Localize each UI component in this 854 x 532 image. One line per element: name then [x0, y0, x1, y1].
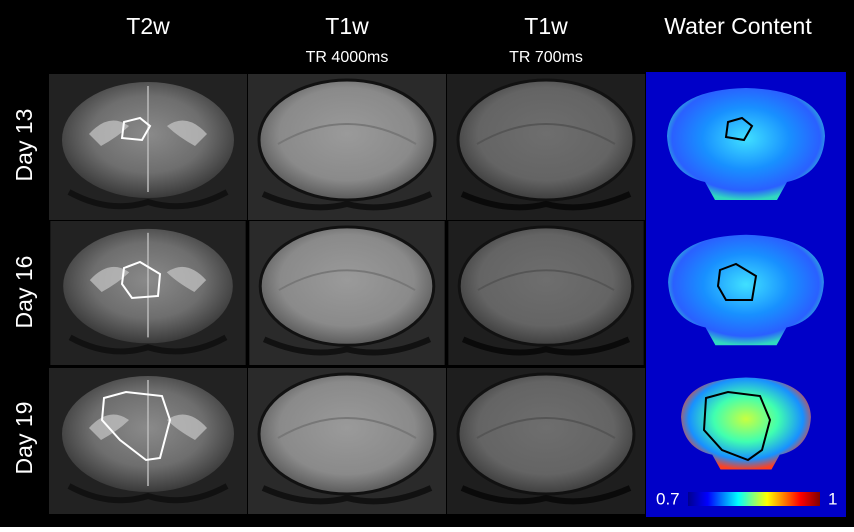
t1w-image — [448, 221, 643, 365]
column-subtitle: TR 4000ms — [306, 49, 389, 66]
t2w-image — [50, 221, 245, 365]
t1w-image — [447, 74, 645, 220]
roi — [724, 116, 754, 142]
row-label: Day 13 — [11, 109, 37, 182]
column-title: T2w — [126, 13, 170, 39]
t1w-image — [249, 221, 444, 365]
roi — [702, 390, 772, 462]
row-label: Day 16 — [11, 256, 37, 329]
t1w-image — [447, 368, 645, 514]
column-title: Water Content — [664, 13, 812, 39]
colorbar-max: 1 — [828, 489, 837, 508]
t1w-image — [248, 74, 446, 220]
column-title: T1w — [524, 13, 568, 39]
t2w-image — [49, 74, 247, 220]
roi — [100, 390, 172, 462]
column-subtitle: TR 700ms — [509, 49, 583, 66]
roi — [120, 116, 152, 142]
t2w-image — [49, 368, 247, 514]
t1w-image — [248, 368, 446, 514]
colorbar-min: 0.7 — [656, 489, 680, 508]
roi — [120, 260, 162, 300]
colorbar — [688, 492, 820, 506]
roi — [716, 262, 758, 301]
column-title: T1w — [325, 13, 369, 39]
row-label: Day 19 — [11, 402, 37, 475]
